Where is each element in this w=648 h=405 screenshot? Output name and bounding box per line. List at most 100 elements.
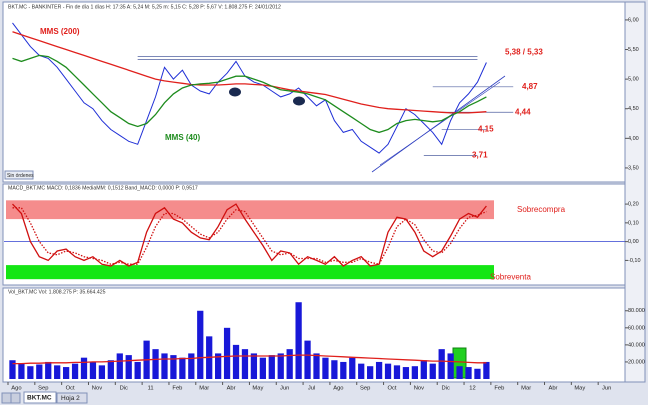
volume-bar (80, 357, 88, 379)
status-text: Sin órdenes (7, 173, 34, 179)
panel-header: MACD_BKT.MC MACD: 0,1836 MediaMM: 0,1512… (8, 185, 198, 191)
series-line (12, 31, 487, 114)
y-tick-label: 5,00 (628, 77, 639, 83)
series-line (12, 354, 487, 365)
volume-bar (232, 344, 240, 379)
volume-bar (367, 366, 374, 379)
volume-bar (36, 364, 43, 379)
y-tick-label: -0,10 (628, 258, 641, 264)
series-label: MMS (40) (165, 133, 200, 142)
y-tick-label: 3,50 (628, 165, 639, 171)
volume-bar (465, 367, 472, 379)
x-tick-label: Mar (521, 386, 531, 392)
volume-bar (9, 360, 16, 379)
status-box (4, 170, 34, 180)
y-tick-label: 40.000 (628, 342, 645, 348)
x-tick-label: Abr (227, 386, 236, 392)
trend-line (379, 81, 501, 166)
volume-bar (170, 355, 177, 379)
y-tick-label: 6,00 (628, 17, 639, 23)
volume-bar (161, 353, 168, 379)
volume-bar (197, 310, 204, 379)
band-label: Sobrecompra (517, 205, 566, 214)
x-tick-label: Sep (360, 386, 370, 392)
volume-bar (474, 368, 481, 379)
band (6, 200, 494, 220)
volume-bar (393, 365, 401, 379)
volume-bar (98, 365, 106, 379)
x-tick-label: Ago (333, 386, 343, 392)
volume-bar (331, 360, 338, 379)
series-label: MMS (200) (40, 27, 80, 36)
volume-bar (313, 353, 320, 379)
volume-bar (215, 353, 222, 379)
volume-bar (18, 363, 25, 379)
series-line (12, 207, 487, 265)
x-tick-label: Feb (172, 386, 182, 392)
volume-bar (420, 360, 427, 379)
volume-bar (375, 361, 383, 379)
volume-bar (295, 302, 302, 379)
volume-bar (349, 357, 356, 379)
y-tick-label: 4,00 (628, 136, 639, 142)
volume-bar (134, 361, 141, 379)
cross-marker (229, 87, 241, 97)
y-tick-label: 0,10 (628, 220, 639, 226)
x-tick-label: Feb (494, 386, 504, 392)
x-tick-label: 12 (469, 386, 475, 392)
volume-bar (250, 353, 258, 379)
volume-bar (268, 355, 275, 379)
y-tick-label: 5,50 (628, 47, 639, 53)
volume-bar (107, 360, 114, 379)
volume-bar (304, 340, 311, 379)
x-tick-label: Mar (199, 386, 209, 392)
volume-bar (340, 361, 347, 379)
volume-bar (384, 363, 392, 379)
panel-header: Vol_BKT.MC Vol: 1.808.275 P: 35.664.425 (8, 289, 106, 295)
y-axis-strip (624, 1, 646, 383)
x-tick-label: Jun (280, 386, 289, 392)
volume-bar (456, 366, 463, 379)
volume-bar (429, 363, 436, 379)
volume-bar (223, 327, 231, 379)
volume-bar (89, 361, 97, 379)
x-tick-label: Jul (308, 386, 315, 392)
volume-bar (116, 353, 123, 379)
tab-label: Hoja 2 (61, 395, 80, 402)
volume-bar (483, 361, 490, 379)
x-tick-label: Jun (602, 386, 611, 392)
volume-bar (179, 357, 186, 379)
volume-bar (188, 353, 195, 379)
x-tick-label: Oct (66, 386, 75, 392)
y-tick-label: 0,00 (628, 239, 639, 245)
band (6, 265, 494, 280)
series-line (12, 203, 487, 267)
volume-bar (358, 363, 365, 379)
volume-bar (27, 366, 34, 379)
volume-bar (125, 355, 132, 379)
level-label: 4,87 (522, 82, 538, 91)
x-tick-label: Dic (442, 386, 450, 392)
y-tick-label: 20.000 (628, 359, 645, 365)
x-tick-label: Nov (92, 386, 102, 392)
level-label: 4,15 (478, 125, 494, 134)
x-tick-label: Oct (388, 386, 397, 392)
volume-bar (286, 349, 293, 379)
volume-bar (259, 357, 266, 379)
tab-nav[interactable] (10, 392, 21, 404)
tab-nav[interactable] (1, 392, 12, 404)
volume-bar (402, 367, 410, 379)
level-label: 5,38 / 5,33 (505, 48, 543, 57)
volume-bar (447, 353, 454, 379)
volume-bar (322, 357, 329, 379)
x-tick-label: Nov (414, 386, 424, 392)
tab[interactable] (56, 392, 88, 404)
x-tick-label: May (252, 386, 263, 392)
x-tick-label: Abr (548, 386, 557, 392)
tab[interactable] (23, 391, 57, 404)
level-label: 4,44 (515, 107, 531, 116)
volume-bar (54, 365, 61, 379)
panel-header: BKT.MC - BANKINTER - Fin de día 1 días H… (8, 4, 281, 10)
y-tick-label: 60.000 (628, 325, 645, 331)
